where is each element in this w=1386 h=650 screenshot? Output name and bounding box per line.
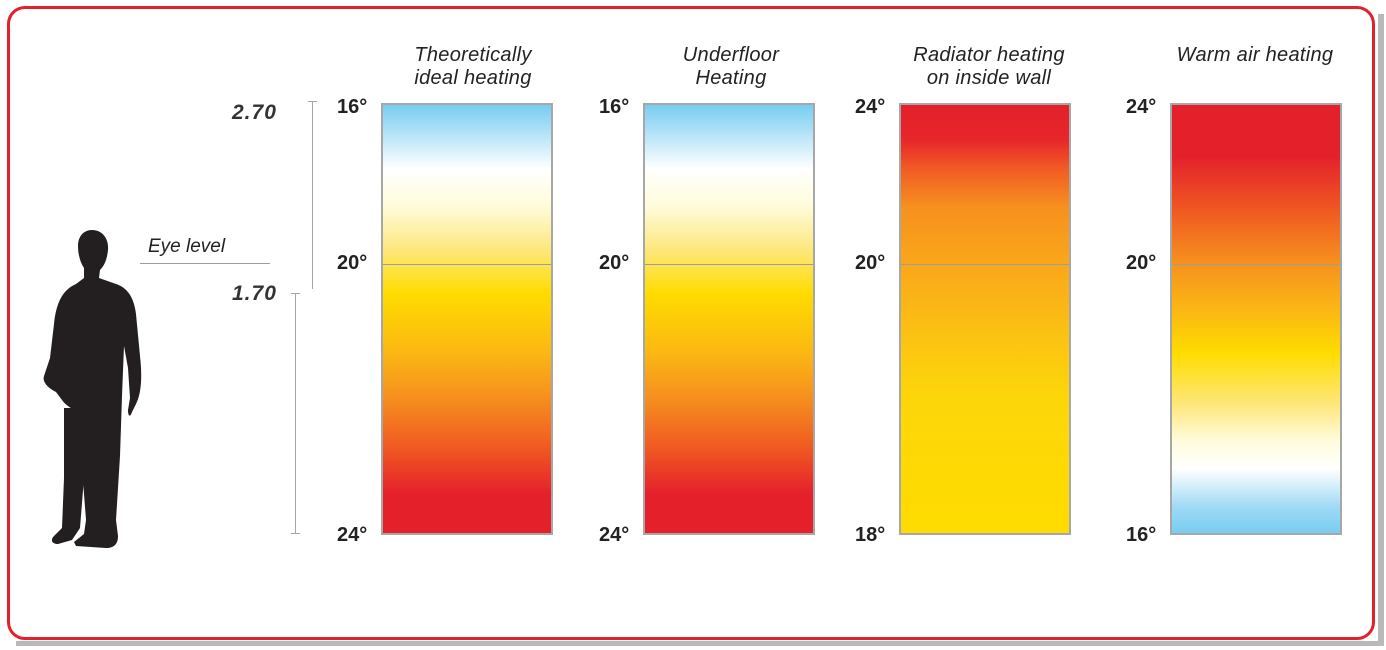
panel-title-line: Heating — [695, 67, 767, 89]
panel-title-line: ideal heating — [414, 67, 532, 89]
temp-mid-label: 20° — [1126, 252, 1157, 274]
eye-level-marker — [645, 264, 813, 265]
temp-top-label: 16° — [337, 96, 368, 118]
temp-mid-label: 20° — [855, 252, 886, 274]
temperature-gradient-bar — [643, 103, 815, 535]
temp-mid-label: 20° — [337, 252, 368, 274]
panel-title: Radiator heating on inside wall — [899, 44, 1079, 90]
temp-bottom-label: 24° — [337, 524, 368, 546]
temp-bottom-label: 24° — [599, 524, 630, 546]
height-scale-tick — [308, 101, 317, 102]
temp-bottom-label: 18° — [855, 524, 886, 546]
frame-shadow — [16, 641, 1384, 646]
eye-level-line — [140, 263, 270, 264]
panel-title: Warm air heating — [1160, 44, 1350, 67]
panel-title-line: on inside wall — [926, 67, 1052, 89]
temperature-gradient-bar — [899, 103, 1071, 535]
temp-bottom-label: 16° — [1126, 524, 1157, 546]
panel-title-line: Radiator heating — [913, 44, 1065, 66]
panel-title-line: Warm air heating — [1176, 44, 1334, 66]
eye-level-marker — [383, 264, 551, 265]
person-silhouette-icon — [43, 230, 142, 548]
eye-scale-line — [295, 293, 296, 533]
temp-top-label: 16° — [599, 96, 630, 118]
frame-shadow — [1378, 14, 1384, 646]
panel-title: Theoretically ideal heating — [398, 44, 548, 90]
height-scale-line — [312, 101, 313, 289]
height-label-top: 2.70 — [232, 101, 277, 124]
temp-mid-label: 20° — [599, 252, 630, 274]
eye-level-marker — [1172, 264, 1340, 265]
eye-level-marker — [901, 264, 1069, 265]
eye-scale-tick — [291, 293, 300, 294]
eye-scale-tick — [291, 533, 300, 534]
eye-level-label: Eye level — [148, 236, 226, 257]
temperature-gradient-bar — [381, 103, 553, 535]
temperature-gradient-bar — [1170, 103, 1342, 535]
temp-top-label: 24° — [1126, 96, 1157, 118]
height-label-eye: 1.70 — [232, 282, 277, 305]
temp-top-label: 24° — [855, 96, 886, 118]
panel-title-line: Underfloor — [682, 44, 780, 66]
panel-title-line: Theoretically — [414, 44, 532, 66]
panel-title: Underfloor Heating — [656, 44, 806, 90]
